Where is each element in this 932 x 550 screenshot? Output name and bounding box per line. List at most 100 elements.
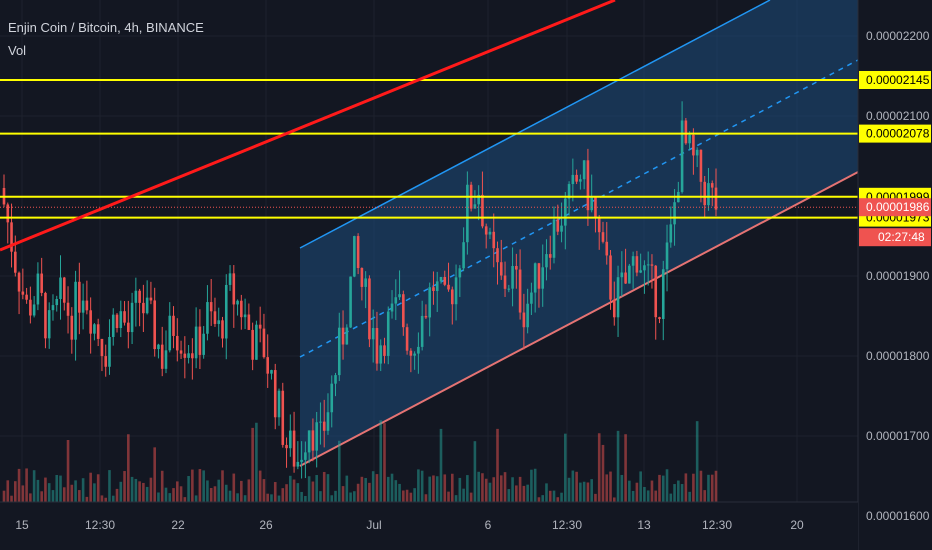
ascending-channel — [299, 0, 859, 467]
volume-bar — [586, 482, 590, 502]
volume-bar — [337, 440, 341, 502]
volume-bar — [25, 468, 28, 502]
price-tick-label: 0.00001600 — [866, 509, 930, 523]
candle-body — [194, 326, 198, 359]
time-axis-bg — [0, 502, 858, 550]
volume-bar — [680, 484, 684, 502]
volume-bar — [473, 441, 477, 502]
candle-body — [319, 421, 322, 423]
candle-body — [337, 327, 341, 376]
volume-bar — [526, 484, 529, 502]
channel-upper-line — [299, 0, 771, 249]
candle-body — [247, 314, 251, 330]
candle-body — [545, 254, 548, 268]
candle-body — [224, 284, 228, 339]
candle-body — [243, 314, 247, 318]
volume-bar — [315, 475, 318, 502]
time-tick-label: 13 — [637, 518, 651, 532]
red-trendline-line — [0, 0, 616, 252]
volume-bar — [153, 447, 156, 502]
candle-body — [496, 248, 499, 263]
volume-bar — [145, 486, 149, 502]
candle-body — [458, 268, 462, 278]
candle-body — [590, 197, 593, 211]
candle-body — [330, 383, 334, 413]
candle-body — [515, 265, 518, 270]
candle-body — [567, 184, 571, 199]
volume-bar — [443, 474, 447, 502]
volume-bar — [149, 477, 153, 502]
candle-body — [40, 273, 43, 293]
volume-bar — [164, 487, 168, 502]
candle-body — [356, 236, 360, 269]
volume-bar — [499, 475, 503, 502]
volume-bar — [518, 476, 522, 502]
candle-body — [21, 291, 25, 295]
volume-bar — [454, 495, 458, 502]
volume-bar — [582, 481, 586, 502]
volume-bar — [507, 489, 511, 502]
candle-body — [183, 353, 187, 358]
volume-bar — [134, 478, 138, 502]
volume-bar — [409, 492, 413, 502]
candle-body — [646, 264, 650, 266]
volume-bar — [503, 472, 507, 502]
candle-body — [221, 320, 224, 339]
volume-bar — [6, 480, 10, 502]
candle-body — [232, 273, 236, 305]
candle-body — [236, 300, 239, 305]
price-tick-label: 0.00002100 — [866, 109, 930, 123]
channel-lower-line — [299, 171, 859, 467]
candle-body — [462, 242, 465, 269]
volume-bar — [266, 493, 270, 502]
volume-bar — [447, 491, 450, 502]
candle-body — [402, 294, 405, 328]
candlestick-series — [2, 101, 718, 479]
candle-body — [488, 231, 492, 235]
volume-bar — [673, 484, 676, 502]
volume-bar — [597, 433, 601, 502]
candle-body — [368, 278, 371, 340]
volume-bar — [123, 471, 126, 502]
candle-body — [435, 281, 439, 291]
candle-body — [311, 430, 315, 451]
volume-bar — [236, 493, 239, 502]
volume-bar — [70, 484, 74, 502]
volume-bar — [55, 475, 59, 502]
volume-bar — [175, 481, 179, 502]
candle-body — [688, 134, 691, 144]
volume-bar — [360, 476, 364, 502]
candle-body — [78, 281, 81, 313]
candle-body — [639, 270, 642, 273]
volume-bar — [684, 473, 688, 502]
volume-bar — [533, 468, 537, 502]
candle-body — [266, 357, 270, 374]
candle-body — [628, 265, 631, 284]
volume-bar — [560, 492, 563, 502]
candle-body — [699, 149, 703, 182]
candle-body — [285, 444, 288, 449]
volume-bar — [119, 481, 123, 502]
volume-bar — [36, 479, 40, 502]
candle-body — [518, 269, 522, 313]
candle-body — [454, 277, 458, 305]
candle-body — [164, 350, 168, 369]
volume-bar — [628, 480, 631, 502]
volume-bar — [435, 476, 439, 502]
candle-body — [191, 353, 194, 359]
candle-body — [123, 311, 126, 323]
candle-body — [10, 222, 13, 252]
candle-body — [353, 236, 356, 277]
candle-body — [375, 328, 379, 364]
candle-body — [17, 272, 21, 292]
volume-bar — [51, 490, 55, 502]
candle-body — [108, 336, 111, 367]
volume-bar — [631, 490, 635, 502]
candle-body — [582, 160, 586, 180]
candle-body — [240, 300, 243, 318]
volume-bar — [469, 492, 473, 502]
volume-bar — [247, 479, 251, 502]
candle-body — [556, 219, 560, 232]
volume-bar — [157, 492, 160, 502]
